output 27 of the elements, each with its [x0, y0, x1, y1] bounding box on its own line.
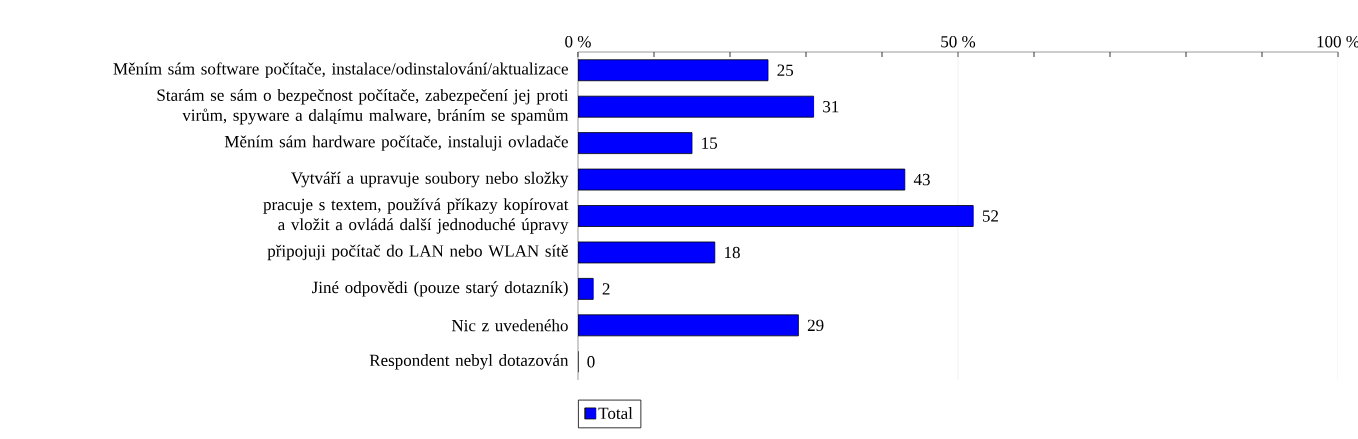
x-tick-label: 0 %: [565, 35, 591, 48]
y-tick-label: pracuje s textem, používá příkazy kopírovat a vložit a ovládá další jednoduché úpravy: [263, 198, 569, 234]
bar: [578, 132, 693, 155]
bar: [578, 59, 769, 82]
y-tick-label: Respondent nebyl dotazován: [369, 354, 569, 370]
bar: [578, 95, 815, 118]
data-label: 0: [587, 356, 595, 368]
y-tick-label: Starám se sám o bezpečnost počítače, zabezpečení jej proti virům, spyware a daląímu malware, bráním se spamům: [157, 88, 569, 125]
data-label: 31: [823, 100, 839, 113]
data-label: 43: [913, 173, 930, 186]
y-tick-label: Měním sám hardware počítače, instaluji ovladače: [224, 135, 568, 151]
data-label: 25: [777, 64, 794, 76]
y-tick-label: Nic z uvedeného: [451, 319, 568, 332]
legend-label: Total: [598, 407, 633, 420]
x-tick-label: 50 %: [941, 35, 976, 48]
data-label: 2: [602, 283, 610, 295]
data-label: 29: [807, 319, 824, 332]
y-tick-label: Měním sám software počítače, instalace/odinstalování/aktualizace: [113, 62, 568, 79]
data-label: 52: [982, 210, 998, 222]
y-tick-label: připojuji počítač do LAN nebo WLAN sítě: [267, 244, 568, 261]
y-tick-label: Vytváří a upravuje soubory nebo složky: [291, 171, 569, 188]
bar: [578, 314, 799, 337]
data-label: 18: [725, 246, 740, 259]
bar: [578, 168, 906, 191]
y-tick-label: Jiné odpovědi (pouze starý dotazník): [312, 281, 568, 297]
data-label: 15: [702, 137, 718, 149]
bar: [578, 205, 974, 227]
